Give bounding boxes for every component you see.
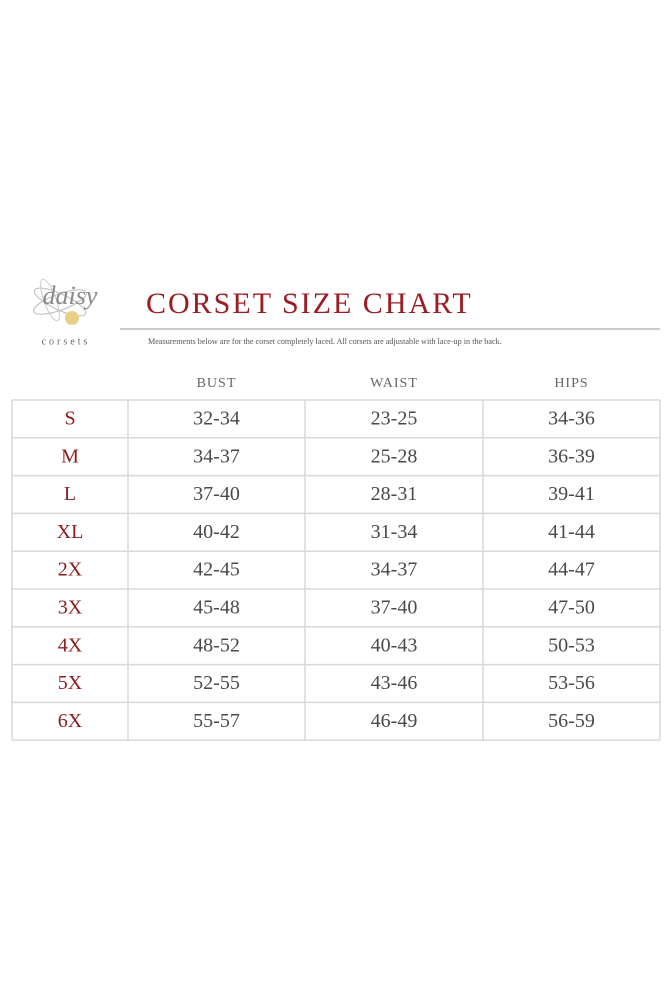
- measurement: 53-56: [548, 672, 595, 694]
- logo-flower: [33, 278, 87, 325]
- measurement: 39-41: [548, 483, 595, 505]
- measurement: 34-36: [548, 407, 595, 429]
- column-header: HIPS: [554, 376, 588, 391]
- size-label: S: [64, 407, 75, 429]
- size-label: L: [64, 483, 76, 505]
- measurement: 56-59: [548, 710, 595, 732]
- measurement: 36-39: [548, 445, 595, 467]
- measurement: 50-53: [548, 634, 595, 656]
- measurement: 42-45: [193, 559, 240, 581]
- measurement: 47-50: [548, 596, 595, 618]
- measurement: 31-34: [371, 521, 418, 543]
- logo-tagline: corsets: [42, 336, 91, 347]
- measurement: 25-28: [371, 445, 418, 467]
- size-label: M: [61, 445, 79, 467]
- title: CORSET SIZE CHART: [146, 287, 473, 320]
- measurement: 34-37: [193, 445, 240, 467]
- measurement: 34-37: [371, 559, 418, 581]
- measurement: 45-48: [193, 596, 240, 618]
- measurement: 37-40: [371, 596, 418, 618]
- measurement: 37-40: [193, 483, 240, 505]
- column-header: WAIST: [370, 376, 418, 391]
- measurement: 28-31: [371, 483, 418, 505]
- column-header: BUST: [197, 376, 237, 391]
- measurement: 43-46: [371, 672, 418, 694]
- measurement: 32-34: [193, 407, 240, 429]
- size-label: 3X: [58, 596, 83, 618]
- measurement: 44-47: [548, 559, 595, 581]
- size-label: 6X: [58, 710, 83, 732]
- measurement: 23-25: [371, 407, 418, 429]
- measurement: 48-52: [193, 634, 240, 656]
- size-label: XL: [57, 521, 84, 543]
- measurement: 55-57: [193, 710, 240, 732]
- subtitle: Measurements below are for the corset co…: [148, 337, 502, 346]
- measurement: 40-43: [371, 634, 418, 656]
- measurement: 46-49: [371, 710, 418, 732]
- size-label: 4X: [58, 634, 83, 656]
- measurement: 52-55: [193, 672, 240, 694]
- measurement: 40-42: [193, 521, 240, 543]
- size-label: 5X: [58, 672, 83, 694]
- logo-name: daisy: [43, 281, 98, 310]
- size-label: 2X: [58, 559, 83, 581]
- measurement: 41-44: [548, 521, 595, 543]
